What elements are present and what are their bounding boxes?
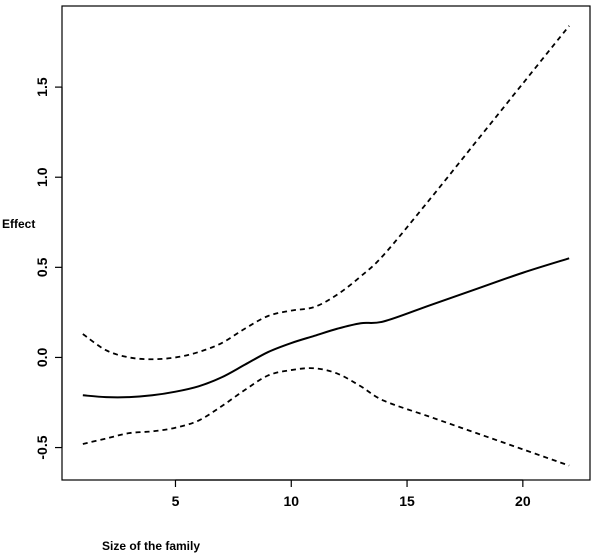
y-tick-label: 0.0 — [34, 348, 50, 368]
lower-band-line — [82, 367, 570, 467]
y-tick-label: 0.5 — [34, 257, 50, 277]
x-axis: 5 10 15 20 — [172, 479, 531, 509]
x-tick-label: 20 — [515, 493, 531, 509]
y-axis-title: Effect — [2, 217, 35, 231]
plot-frame — [61, 5, 591, 481]
x-axis-title: Size of the family — [102, 539, 200, 553]
y-tick-label: 1.0 — [34, 167, 50, 187]
effect-line — [82, 257, 570, 399]
x-tick-label: 10 — [283, 493, 299, 509]
upper-band-line — [82, 25, 570, 361]
x-tick-label: 5 — [172, 493, 180, 509]
y-tick-label: 1.5 — [34, 77, 50, 97]
series-layer — [82, 25, 570, 467]
x-tick-label: 15 — [399, 493, 415, 509]
y-tick-label: -0.5 — [34, 435, 50, 459]
y-axis: -0.5 0.0 0.5 1.0 1.5 — [34, 77, 63, 460]
